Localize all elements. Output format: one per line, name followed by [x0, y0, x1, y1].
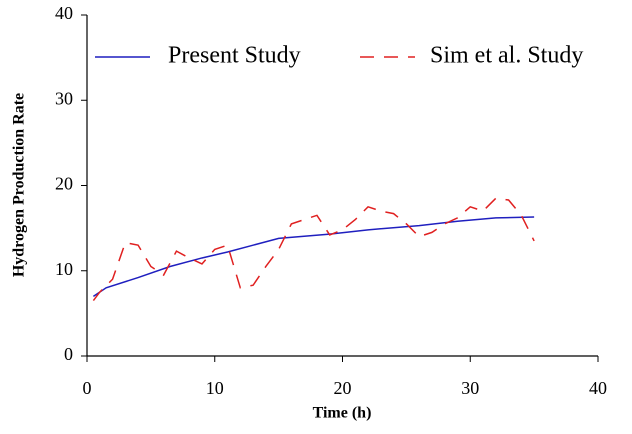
y-tick-label: 10 — [55, 259, 73, 279]
legend-label: Present Study — [168, 43, 301, 69]
series-line — [92, 197, 535, 302]
x-tick-label: 30 — [461, 378, 479, 398]
x-tick-label: 40 — [589, 378, 607, 398]
legend-label: Sim et al. Study — [430, 43, 583, 69]
y-tick-label: 0 — [64, 344, 73, 364]
x-tick-label: 20 — [334, 378, 352, 398]
x-axis-label: Time (h) — [313, 405, 372, 422]
y-axis-label: Hydrogen Production Rate — [11, 93, 28, 277]
x-tick-label: 10 — [206, 378, 224, 398]
y-tick-label: 30 — [55, 88, 73, 108]
series-line — [92, 216, 535, 297]
y-tick-label: 40 — [55, 3, 73, 23]
x-tick-label: 0 — [83, 378, 92, 398]
y-tick-label: 20 — [55, 174, 73, 194]
